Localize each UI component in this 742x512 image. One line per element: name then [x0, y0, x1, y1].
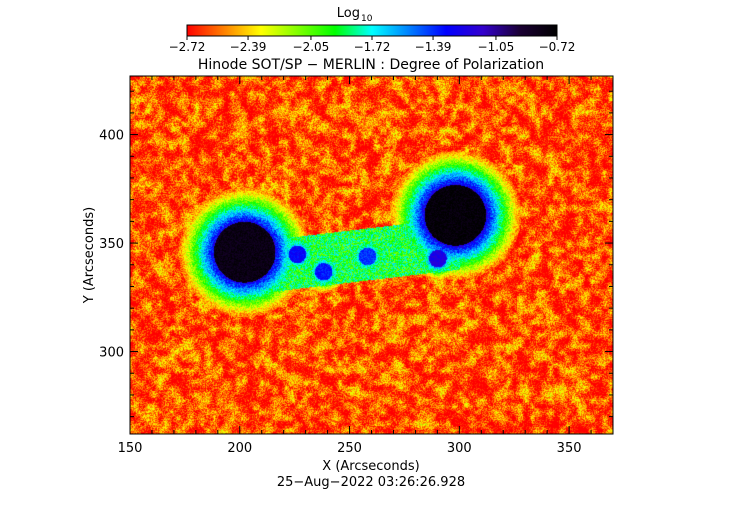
axis-ticks: 150 200 250 300 350 300 350 400 — [99, 76, 614, 456]
colorbar — [186, 24, 558, 37]
x-tick-label: 300 — [447, 441, 472, 456]
colorbar-tick-label: −0.72 — [539, 40, 576, 54]
x-tick-label: 150 — [118, 441, 143, 456]
y-tick-label: 400 — [99, 129, 124, 144]
colorbar-tick-label: −1.39 — [415, 40, 452, 54]
x-axis-label: X (Arcseconds) — [322, 459, 419, 474]
colorbar-tick-label: −1.72 — [354, 40, 391, 54]
y-tick-label: 300 — [99, 346, 124, 361]
y-tick-label: 350 — [99, 237, 124, 252]
colorbar-tick-label: −2.72 — [169, 40, 206, 54]
chart-title: Hinode SOT/SP − MERLIN : Degree of Polar… — [198, 57, 544, 73]
colorbar-ticks: −2.72 −2.39 −2.05 −1.72 −1.39 −1.05 −0.72 — [169, 36, 576, 54]
x-tick-label: 200 — [227, 441, 252, 456]
colorbar-tick-label: −1.05 — [478, 40, 515, 54]
colorbar-tick-label: −2.05 — [293, 40, 330, 54]
timestamp: 25−Aug−2022 03:26:26.928 — [277, 475, 465, 490]
y-axis-label: Y (Arcseconds) — [82, 207, 97, 304]
x-tick-label: 350 — [557, 441, 582, 456]
colorbar-label: Log — [337, 6, 360, 21]
colorbar-tick-label: −2.39 — [230, 40, 267, 54]
heatmap-image — [130, 76, 613, 434]
colorbar-label-subscript: 10 — [361, 14, 373, 24]
x-tick-label: 250 — [337, 441, 362, 456]
